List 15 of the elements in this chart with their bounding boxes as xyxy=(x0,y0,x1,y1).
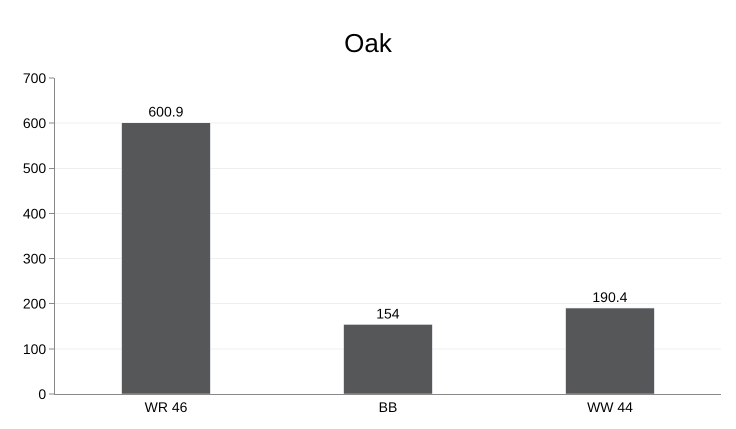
y-tick-label: 100 xyxy=(22,340,46,357)
data-label: 190.4 xyxy=(592,289,628,306)
data-label: 154 xyxy=(376,305,400,322)
y-tick-label: 400 xyxy=(22,205,46,222)
x-tick-label: BB xyxy=(378,398,398,415)
chart-title: Oak xyxy=(344,28,393,58)
y-tick-label: 300 xyxy=(22,250,46,266)
x-tick-label: WR 46 xyxy=(144,398,188,415)
y-tick-label: 600 xyxy=(22,115,46,132)
y-tick-label: 500 xyxy=(22,160,46,176)
y-tick-label: 0 xyxy=(38,386,46,402)
x-tick-label: WW 44 xyxy=(587,398,634,415)
y-tick-label: 700 xyxy=(22,70,46,86)
y-tick-label: 200 xyxy=(22,296,46,312)
data-label: 600.9 xyxy=(148,104,184,120)
